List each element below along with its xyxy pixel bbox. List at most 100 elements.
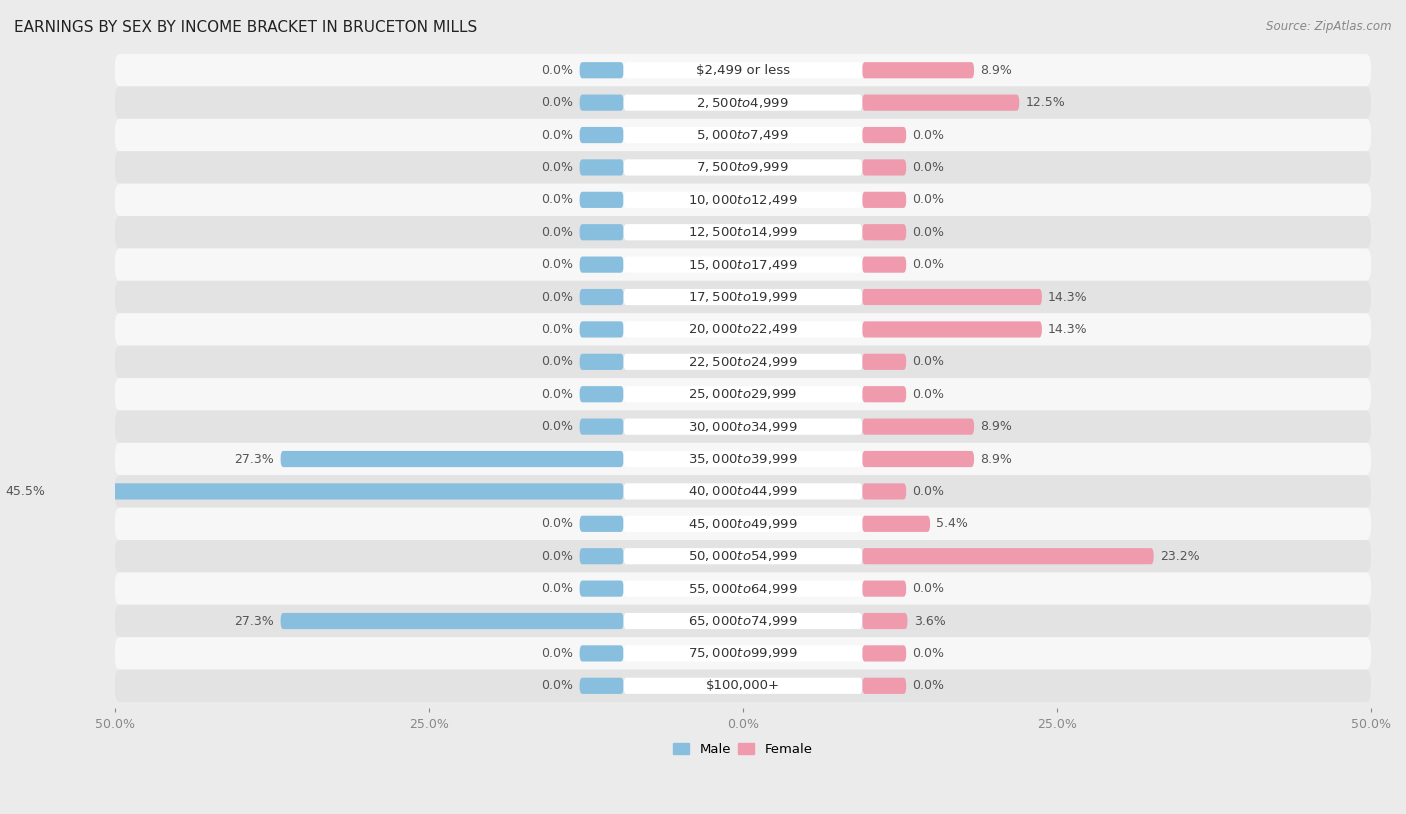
FancyBboxPatch shape	[624, 613, 862, 629]
FancyBboxPatch shape	[115, 216, 1371, 248]
Text: $5,000 to $7,499: $5,000 to $7,499	[696, 128, 789, 142]
Text: $50,000 to $54,999: $50,000 to $54,999	[688, 549, 797, 563]
FancyBboxPatch shape	[862, 94, 1019, 111]
FancyBboxPatch shape	[624, 192, 862, 208]
Text: 0.0%: 0.0%	[541, 225, 574, 239]
FancyBboxPatch shape	[624, 354, 862, 370]
FancyBboxPatch shape	[579, 94, 624, 111]
FancyBboxPatch shape	[624, 289, 862, 305]
Text: $30,000 to $34,999: $30,000 to $34,999	[688, 420, 797, 434]
Text: 0.0%: 0.0%	[541, 258, 574, 271]
FancyBboxPatch shape	[115, 281, 1371, 313]
FancyBboxPatch shape	[862, 354, 907, 370]
FancyBboxPatch shape	[624, 62, 862, 78]
Text: Source: ZipAtlas.com: Source: ZipAtlas.com	[1267, 20, 1392, 33]
FancyBboxPatch shape	[862, 580, 907, 597]
FancyBboxPatch shape	[624, 322, 862, 338]
FancyBboxPatch shape	[579, 646, 624, 662]
Text: $7,500 to $9,999: $7,500 to $9,999	[696, 160, 789, 174]
FancyBboxPatch shape	[579, 192, 624, 208]
Text: 0.0%: 0.0%	[912, 680, 945, 693]
FancyBboxPatch shape	[624, 646, 862, 662]
FancyBboxPatch shape	[115, 346, 1371, 378]
FancyBboxPatch shape	[579, 580, 624, 597]
FancyBboxPatch shape	[862, 613, 907, 629]
FancyBboxPatch shape	[579, 386, 624, 402]
Text: 0.0%: 0.0%	[541, 194, 574, 206]
FancyBboxPatch shape	[579, 678, 624, 694]
FancyBboxPatch shape	[624, 94, 862, 111]
FancyBboxPatch shape	[624, 451, 862, 467]
Text: 0.0%: 0.0%	[912, 356, 945, 368]
FancyBboxPatch shape	[862, 322, 1042, 338]
FancyBboxPatch shape	[624, 548, 862, 564]
Text: $100,000+: $100,000+	[706, 680, 780, 693]
FancyBboxPatch shape	[579, 516, 624, 532]
FancyBboxPatch shape	[52, 484, 624, 500]
Text: 0.0%: 0.0%	[541, 387, 574, 400]
Text: $20,000 to $22,499: $20,000 to $22,499	[688, 322, 797, 336]
Text: 0.0%: 0.0%	[541, 680, 574, 693]
Text: $15,000 to $17,499: $15,000 to $17,499	[688, 257, 797, 272]
FancyBboxPatch shape	[579, 418, 624, 435]
Text: $25,000 to $29,999: $25,000 to $29,999	[688, 387, 797, 401]
Legend: Male, Female: Male, Female	[668, 737, 818, 761]
FancyBboxPatch shape	[862, 160, 907, 176]
FancyBboxPatch shape	[624, 580, 862, 597]
FancyBboxPatch shape	[115, 378, 1371, 410]
FancyBboxPatch shape	[862, 224, 907, 240]
FancyBboxPatch shape	[115, 313, 1371, 346]
FancyBboxPatch shape	[115, 637, 1371, 670]
FancyBboxPatch shape	[579, 62, 624, 78]
Text: $22,500 to $24,999: $22,500 to $24,999	[688, 355, 797, 369]
FancyBboxPatch shape	[115, 248, 1371, 281]
FancyBboxPatch shape	[862, 62, 974, 78]
FancyBboxPatch shape	[281, 451, 624, 467]
Text: 0.0%: 0.0%	[912, 129, 945, 142]
FancyBboxPatch shape	[579, 127, 624, 143]
Text: 0.0%: 0.0%	[912, 225, 945, 239]
Text: 0.0%: 0.0%	[541, 96, 574, 109]
FancyBboxPatch shape	[579, 548, 624, 564]
Text: 27.3%: 27.3%	[235, 615, 274, 628]
FancyBboxPatch shape	[115, 410, 1371, 443]
FancyBboxPatch shape	[281, 613, 624, 629]
Text: $12,500 to $14,999: $12,500 to $14,999	[688, 225, 797, 239]
FancyBboxPatch shape	[579, 322, 624, 338]
FancyBboxPatch shape	[862, 646, 907, 662]
Text: 0.0%: 0.0%	[541, 63, 574, 77]
Text: 0.0%: 0.0%	[541, 161, 574, 174]
Text: 45.5%: 45.5%	[6, 485, 46, 498]
FancyBboxPatch shape	[862, 386, 907, 402]
Text: 0.0%: 0.0%	[912, 485, 945, 498]
FancyBboxPatch shape	[579, 289, 624, 305]
Text: 0.0%: 0.0%	[541, 356, 574, 368]
FancyBboxPatch shape	[624, 484, 862, 500]
FancyBboxPatch shape	[115, 119, 1371, 151]
Text: 27.3%: 27.3%	[235, 453, 274, 466]
FancyBboxPatch shape	[862, 418, 974, 435]
Text: 8.9%: 8.9%	[980, 420, 1012, 433]
Text: 0.0%: 0.0%	[541, 582, 574, 595]
Text: 14.3%: 14.3%	[1047, 291, 1088, 304]
FancyBboxPatch shape	[624, 256, 862, 273]
FancyBboxPatch shape	[624, 678, 862, 694]
FancyBboxPatch shape	[115, 572, 1371, 605]
FancyBboxPatch shape	[115, 475, 1371, 508]
Text: EARNINGS BY SEX BY INCOME BRACKET IN BRUCETON MILLS: EARNINGS BY SEX BY INCOME BRACKET IN BRU…	[14, 20, 477, 35]
FancyBboxPatch shape	[115, 184, 1371, 216]
FancyBboxPatch shape	[579, 354, 624, 370]
FancyBboxPatch shape	[624, 516, 862, 532]
FancyBboxPatch shape	[862, 192, 907, 208]
Text: 8.9%: 8.9%	[980, 63, 1012, 77]
FancyBboxPatch shape	[862, 516, 931, 532]
FancyBboxPatch shape	[115, 86, 1371, 119]
Text: 0.0%: 0.0%	[541, 518, 574, 530]
Text: 5.4%: 5.4%	[936, 518, 969, 530]
Text: 0.0%: 0.0%	[541, 291, 574, 304]
Text: 0.0%: 0.0%	[912, 194, 945, 206]
FancyBboxPatch shape	[862, 451, 974, 467]
Text: 0.0%: 0.0%	[541, 647, 574, 660]
FancyBboxPatch shape	[624, 224, 862, 240]
Text: 12.5%: 12.5%	[1025, 96, 1066, 109]
